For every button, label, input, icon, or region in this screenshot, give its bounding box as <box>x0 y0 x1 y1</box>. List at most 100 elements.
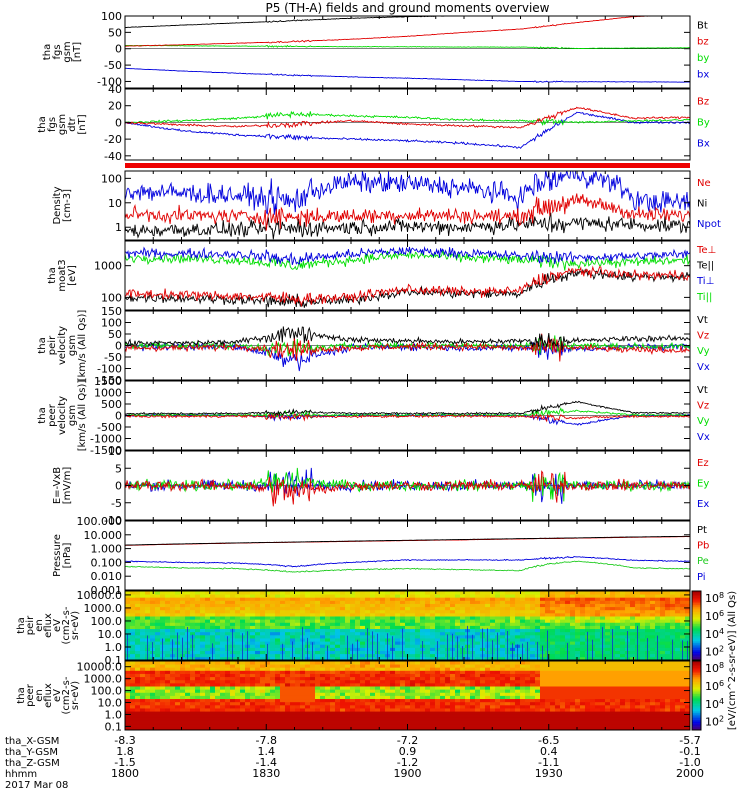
spectrogram-cell <box>365 597 370 601</box>
spectrogram-cell <box>485 613 490 617</box>
spectrogram-cell <box>650 629 655 633</box>
spectrogram-cell <box>530 613 535 617</box>
spectrogram-cell <box>395 647 400 651</box>
spectrogram-cell <box>335 613 340 617</box>
spectrogram-cell <box>620 600 625 604</box>
spectrogram-cell <box>450 667 455 671</box>
spectrogram-cell <box>570 638 575 642</box>
spectrogram-cell <box>365 680 370 684</box>
spectrogram-cell <box>220 702 225 706</box>
spectrogram-cell <box>175 619 180 623</box>
spectrogram-cell <box>190 616 195 620</box>
spectrogram-cell <box>280 626 285 630</box>
spectrogram-cell <box>415 661 420 665</box>
spectrogram-cell <box>215 613 220 617</box>
spectrogram-cell <box>340 644 345 648</box>
spectrogram-cell <box>425 705 430 709</box>
spectrogram-cell <box>330 686 335 690</box>
spectrogram-cell <box>475 647 480 651</box>
spectrogram-cell <box>280 604 285 608</box>
spectrogram-cell <box>510 721 515 725</box>
spectrogram-cell <box>555 647 560 651</box>
spectrogram-cell <box>425 613 430 617</box>
spectrogram-cell <box>200 610 205 614</box>
spectrogram-cell <box>135 680 140 684</box>
spectrogram-cell <box>310 699 315 703</box>
spectrogram-cell <box>155 610 160 614</box>
spectrogram-cell <box>440 644 445 648</box>
spectrogram-cell <box>470 686 475 690</box>
colorbar-cell <box>692 615 701 617</box>
spectrogram-cell <box>360 711 365 715</box>
spectrogram-cell <box>440 702 445 706</box>
spectrogram-cell <box>535 619 540 623</box>
spectrogram-cell <box>480 616 485 620</box>
spectrogram-cell <box>520 610 525 614</box>
spectrogram-cell <box>335 616 340 620</box>
spectrogram-cell <box>170 619 175 623</box>
spectrogram-cell <box>680 604 685 608</box>
spectrogram-cell <box>345 670 350 674</box>
spectrogram-cell <box>420 714 425 718</box>
spectrogram-cell <box>240 686 245 690</box>
spectrogram-cell <box>660 644 665 648</box>
spectrogram-cell <box>480 607 485 611</box>
spectrogram-cell <box>125 626 130 630</box>
spectrogram-cell <box>155 597 160 601</box>
spectrogram-cell <box>225 683 230 687</box>
spectrogram-cell <box>195 686 200 690</box>
spectrogram-cell <box>485 616 490 620</box>
spectrogram-cell <box>210 597 215 601</box>
spectrogram-cell <box>365 686 370 690</box>
spectrogram-cell <box>550 654 555 658</box>
spectrogram-cell <box>250 591 255 595</box>
spectrogram-cell <box>270 635 275 639</box>
spectrogram-cell <box>385 677 390 681</box>
spectrogram-cell <box>395 699 400 703</box>
spectrogram-cell <box>300 711 305 715</box>
spectrogram-cell <box>300 616 305 620</box>
spectrogram-cell <box>425 632 430 636</box>
spectrogram-cell <box>540 635 545 639</box>
spectrogram-cell <box>475 604 480 608</box>
legend-vz: Vz <box>697 400 709 411</box>
spectrogram-cell <box>475 626 480 630</box>
spectrogram-cell <box>360 641 365 645</box>
spectrogram-cell <box>440 686 445 690</box>
spectrogram-cell <box>275 641 280 645</box>
spectrogram-cell <box>170 692 175 696</box>
spectrogram-cell <box>150 677 155 681</box>
spectrogram-cell <box>160 686 165 690</box>
spectrogram-cell <box>180 610 185 614</box>
spectrogram-cell <box>520 696 525 700</box>
spectrogram-cell <box>575 638 580 642</box>
spectrogram-cell <box>205 724 210 728</box>
spectrogram-cell <box>305 721 310 725</box>
spectrogram-cell <box>220 721 225 725</box>
spectrogram-cell <box>255 667 260 671</box>
spectrogram-cell <box>580 654 585 658</box>
spectrogram-cell <box>160 724 165 728</box>
spectrogram-cell <box>345 724 350 728</box>
spectrogram-cell <box>180 607 185 611</box>
spectrogram-cell <box>325 635 330 639</box>
spectrogram-cell <box>345 591 350 595</box>
spectrogram-cell <box>620 638 625 642</box>
spectrogram-cell <box>455 667 460 671</box>
spectrogram-cell <box>350 597 355 601</box>
spectrogram-cell <box>415 626 420 630</box>
spectrogram-cell <box>255 696 260 700</box>
spectrogram-cell <box>520 699 525 703</box>
spectrogram-cell <box>425 638 430 642</box>
spectrogram-cell <box>215 711 220 715</box>
spectrogram-cell <box>390 696 395 700</box>
spectrogram-cell <box>630 647 635 651</box>
spectrogram-cell <box>675 600 680 604</box>
spectrogram-cell <box>530 635 535 639</box>
spectrogram-cell <box>475 619 480 623</box>
spectrogram-cell <box>375 604 380 608</box>
spectrogram-cell <box>660 613 665 617</box>
spectrogram-cell <box>280 667 285 671</box>
spectrogram-cell <box>445 670 450 674</box>
